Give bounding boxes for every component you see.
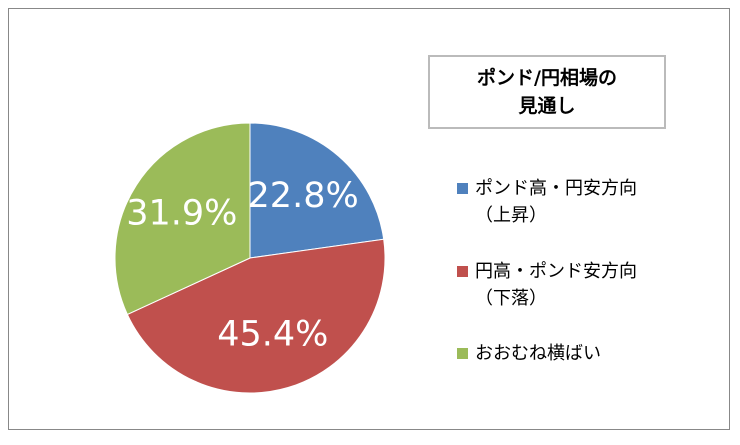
data-label: 22.8% — [248, 176, 359, 216]
chart-title: ポンド/円相場の 見通し — [428, 55, 666, 129]
data-label: 45.4% — [217, 315, 328, 355]
legend-label: 円高・ポンド安方向 （下落） — [475, 261, 637, 309]
legend-label: ポンド高・円安方向 （上昇） — [475, 178, 637, 226]
legend-swatch — [457, 183, 468, 194]
legend-entry: おおむね横ばい — [457, 340, 601, 367]
data-label: 31.9% — [126, 193, 237, 233]
chart-frame — [8, 8, 730, 430]
legend-swatch — [457, 348, 468, 359]
legend-label: おおむね横ばい — [475, 343, 601, 364]
legend-entry: 円高・ポンド安方向 （下落） — [457, 258, 637, 312]
pie-slice — [249, 122, 385, 259]
pie-slice — [114, 122, 251, 316]
pie-slice — [126, 238, 386, 394]
legend-entry: ポンド高・円安方向 （上昇） — [457, 175, 637, 229]
legend-swatch — [457, 266, 468, 277]
